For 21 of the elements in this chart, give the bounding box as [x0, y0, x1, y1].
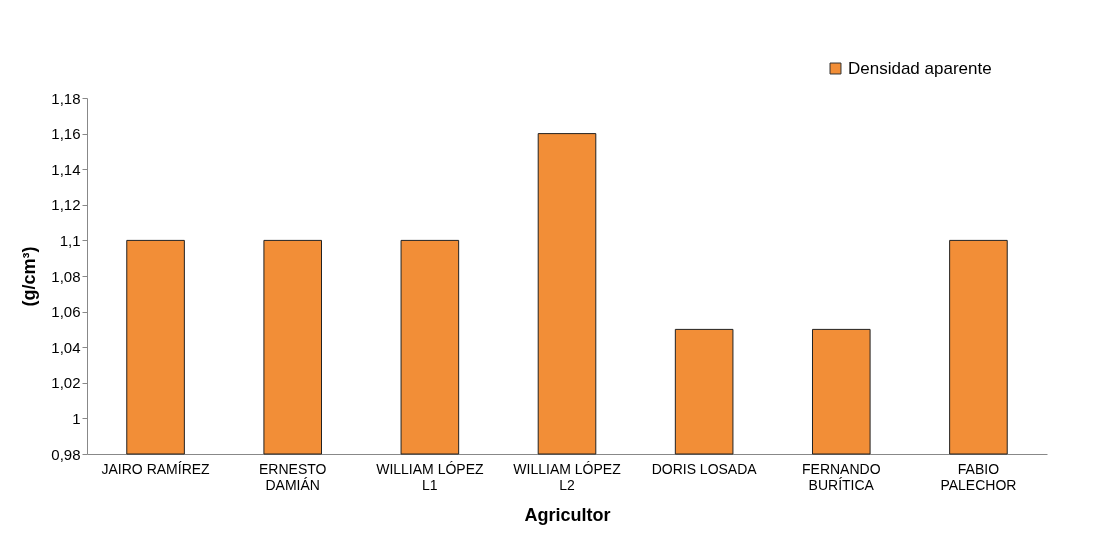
- y-tick-label: 1,1: [59, 231, 81, 249]
- y-tick-label: 1,12: [51, 196, 81, 214]
- y-tick-label: 1,06: [51, 303, 81, 321]
- x-tick-label: ERNESTO DAMIÁN: [259, 460, 327, 493]
- x-tick-label: WILLIAM LÓPEZ L2: [513, 460, 622, 493]
- y-tick-label: 1: [72, 409, 81, 427]
- y-axis-title: (g/cm³): [19, 246, 40, 307]
- x-tick-label: FERNANDO BURÍTICA: [802, 460, 881, 493]
- y-tick-label: 1,04: [51, 338, 81, 356]
- y-tick-label: 1,16: [51, 125, 81, 143]
- x-tick-label: WILLIAM LÓPEZ L1: [376, 460, 484, 493]
- legend-label: Densidad aparente: [848, 58, 992, 78]
- x-tick-label: FABIO PALECHOR: [940, 460, 1017, 493]
- y-tick-label: 1,14: [51, 160, 81, 178]
- x-axis-title: Agricultor: [524, 504, 611, 525]
- y-tick-label: 0,98: [51, 445, 81, 463]
- y-tick-label: 1,08: [51, 267, 81, 285]
- x-tick-label: DORIS LOSADA: [651, 460, 758, 477]
- y-tick-label: 1,02: [51, 374, 81, 392]
- x-tick-label: JAIRO RAMÍREZ: [101, 460, 211, 477]
- y-tick-label: 1,18: [51, 89, 81, 107]
